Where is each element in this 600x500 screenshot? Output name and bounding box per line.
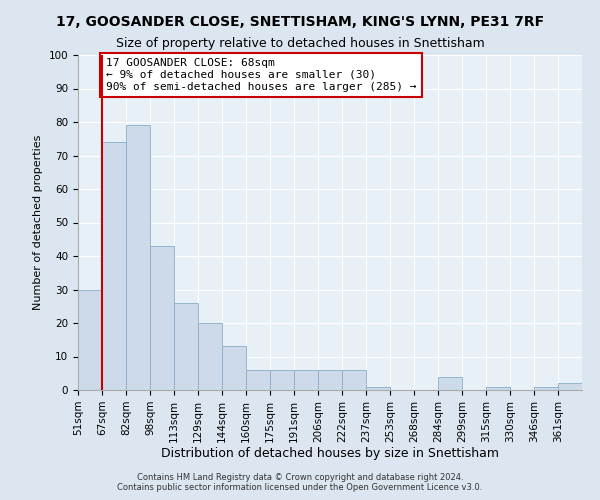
- Y-axis label: Number of detached properties: Number of detached properties: [33, 135, 43, 310]
- Bar: [342, 370, 366, 390]
- Text: Contains HM Land Registry data © Crown copyright and database right 2024.
Contai: Contains HM Land Registry data © Crown c…: [118, 473, 482, 492]
- Bar: [294, 370, 318, 390]
- Bar: [366, 386, 390, 390]
- Bar: [558, 384, 582, 390]
- Bar: [198, 323, 222, 390]
- Bar: [150, 246, 174, 390]
- Bar: [534, 386, 558, 390]
- Text: Size of property relative to detached houses in Snettisham: Size of property relative to detached ho…: [116, 38, 484, 51]
- Bar: [102, 142, 126, 390]
- Bar: [126, 126, 150, 390]
- Bar: [318, 370, 342, 390]
- X-axis label: Distribution of detached houses by size in Snettisham: Distribution of detached houses by size …: [161, 448, 499, 460]
- Bar: [438, 376, 462, 390]
- Bar: [486, 386, 510, 390]
- Bar: [270, 370, 294, 390]
- Bar: [174, 303, 198, 390]
- Bar: [222, 346, 246, 390]
- Text: 17, GOOSANDER CLOSE, SNETTISHAM, KING'S LYNN, PE31 7RF: 17, GOOSANDER CLOSE, SNETTISHAM, KING'S …: [56, 15, 544, 29]
- Bar: [246, 370, 270, 390]
- Text: 17 GOOSANDER CLOSE: 68sqm
← 9% of detached houses are smaller (30)
90% of semi-d: 17 GOOSANDER CLOSE: 68sqm ← 9% of detach…: [106, 58, 416, 92]
- Bar: [78, 290, 102, 390]
